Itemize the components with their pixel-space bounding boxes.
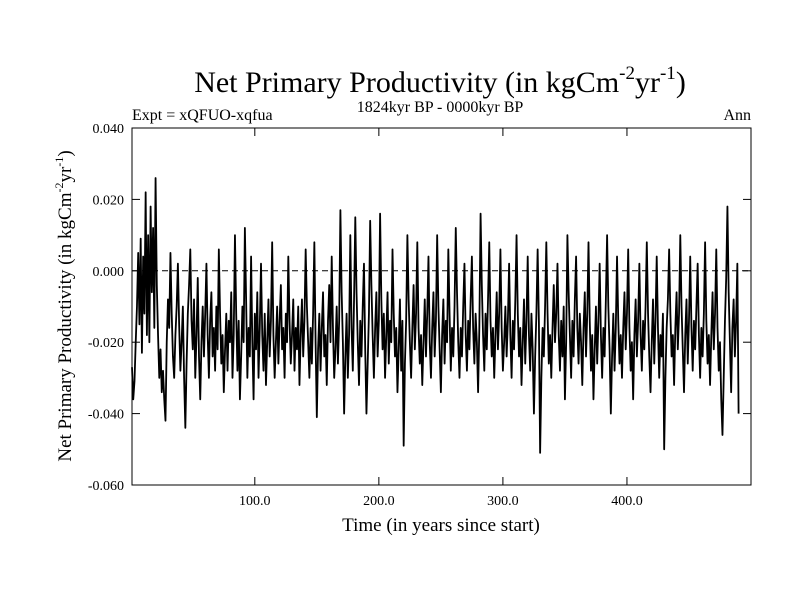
x-tick-label: 300.0: [487, 494, 519, 509]
chart-title-sup2: -1: [660, 63, 676, 84]
chart-title: Net Primary Productivity (in kgCm-2yr-1): [194, 63, 686, 99]
period-label: 1824kyr BP - 0000kyr BP: [357, 99, 524, 116]
x-axis-label: Time (in years since start): [342, 515, 540, 536]
season-label: Ann: [723, 107, 751, 124]
y-axis-label-sup1: -2: [52, 183, 66, 193]
x-tick-label: 200.0: [363, 494, 395, 509]
y-tick-label: 0.000: [93, 265, 125, 280]
y-axis-label-end: ): [55, 150, 76, 156]
x-tick-label: 100.0: [239, 494, 271, 509]
y-tick-label: -0.060: [88, 479, 124, 494]
experiment-label: Expt = xQFUO-xqfua: [132, 107, 273, 124]
y-tick-label: -0.040: [88, 408, 124, 423]
y-axis-label: Net Primary Productivity (in kgCm-2yr-1): [52, 150, 76, 461]
y-tick-label: 0.020: [93, 193, 125, 208]
x-axis: 100.0 200.0 300.0 400.0: [239, 128, 643, 509]
y-axis-label-mid: yr: [55, 166, 76, 183]
plot-area: [131, 127, 752, 486]
chart-title-mid: yr: [635, 66, 660, 99]
y-axis: -0.060 -0.040 -0.020 0.000 0.020 0.040: [88, 122, 751, 494]
y-axis-label-main: Net Primary Productivity (in kgCm: [55, 192, 76, 461]
x-tick-label: 400.0: [611, 494, 643, 509]
y-axis-label-sup2: -1: [52, 157, 66, 167]
series-line: [131, 177, 740, 454]
chart-title-end: ): [676, 66, 686, 99]
chart-title-sup1: -2: [619, 63, 635, 84]
y-tick-label: -0.020: [88, 336, 124, 351]
y-tick-label: 0.040: [93, 122, 125, 137]
chart-title-main: Net Primary Productivity (in kgCm: [194, 66, 619, 99]
